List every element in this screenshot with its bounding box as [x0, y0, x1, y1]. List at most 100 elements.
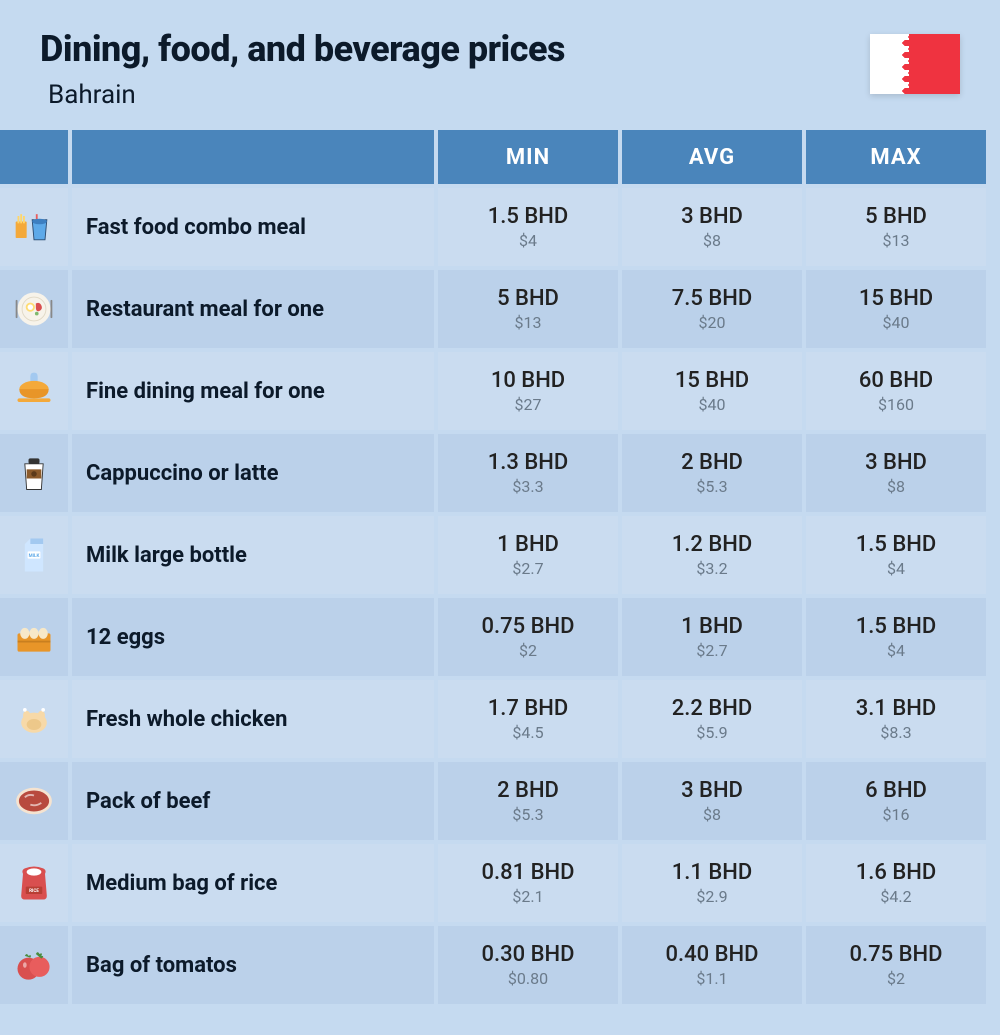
- avg-cell: 15 BHD $40: [622, 352, 802, 430]
- avg-bhd: 7.5 BHD: [672, 286, 752, 311]
- min-bhd: 0.81 BHD: [482, 860, 575, 885]
- avg-cell: 0.40 BHD $1.1: [622, 926, 802, 1004]
- item-name: Fine dining meal for one: [86, 379, 325, 404]
- min-bhd: 2 BHD: [497, 778, 559, 803]
- max-cell: 60 BHD $160: [806, 352, 986, 430]
- max-cell: 0.75 BHD $2: [806, 926, 986, 1004]
- min-cell: 0.30 BHD $0.80: [438, 926, 618, 1004]
- avg-usd: $8: [703, 805, 721, 824]
- min-bhd: 0.30 BHD: [482, 942, 575, 967]
- avg-usd: $5.3: [696, 477, 727, 496]
- avg-usd: $5.9: [696, 723, 727, 742]
- min-bhd: 5 BHD: [497, 286, 559, 311]
- max-usd: $160: [878, 395, 914, 414]
- min-usd: $4: [519, 231, 537, 250]
- max-bhd: 15 BHD: [859, 286, 933, 311]
- min-bhd: 1.5 BHD: [488, 204, 568, 229]
- avg-bhd: 1 BHD: [681, 614, 743, 639]
- min-usd: $4.5: [512, 723, 543, 742]
- avg-usd: $40: [699, 395, 726, 414]
- max-bhd: 1.6 BHD: [856, 860, 936, 885]
- svg-text:MILK: MILK: [29, 553, 40, 559]
- item-name-cell: 12 eggs: [72, 598, 434, 676]
- beef-icon: [0, 762, 68, 840]
- header: Dining, food, and beverage prices Bahrai…: [0, 0, 1000, 130]
- eggs-icon: [0, 598, 68, 676]
- max-bhd: 6 BHD: [865, 778, 927, 803]
- item-name: Medium bag of rice: [86, 871, 277, 896]
- fast-food-icon: [0, 188, 68, 266]
- min-cell: 0.81 BHD$2.1: [438, 844, 618, 922]
- table-row: Fine dining meal for one 10 BHD$27 15 BHD $…: [0, 348, 1000, 430]
- max-cell: 3 BHD $8: [806, 434, 986, 512]
- price-table: MIN AVG MAX Fast food combo meal1.5 BHD$…: [0, 130, 1000, 1004]
- avg-cell: 2.2 BHD $5.9: [622, 680, 802, 758]
- max-usd: $2: [887, 969, 905, 988]
- min-bhd: 0.75 BHD: [482, 614, 575, 639]
- table-row: Pack of beef2 BHD$5.33 BHD$86 BHD$16: [0, 758, 1000, 840]
- avg-bhd: 15 BHD: [675, 368, 749, 393]
- max-usd: $8: [887, 477, 905, 496]
- min-cell: 5 BHD $13: [438, 270, 618, 348]
- min-cell: 10 BHD$27: [438, 352, 618, 430]
- max-cell: 1.5 BHD $4: [806, 516, 986, 594]
- avg-usd: $20: [699, 313, 726, 332]
- max-bhd: 3 BHD: [865, 450, 927, 475]
- avg-bhd: 1.2 BHD: [672, 532, 752, 557]
- max-bhd: 0.75 BHD: [850, 942, 943, 967]
- avg-cell: 3 BHD$8: [622, 762, 802, 840]
- max-usd: $4: [887, 559, 905, 578]
- min-usd: $13: [515, 313, 542, 332]
- header-text: Dining, food, and beverage prices Bahrai…: [40, 28, 870, 110]
- milk-icon: MILK: [0, 516, 68, 594]
- max-bhd: 60 BHD: [859, 368, 933, 393]
- max-cell: 3.1 BHD$8.3: [806, 680, 986, 758]
- min-usd: $0.80: [508, 969, 548, 988]
- avg-usd: $2.7: [696, 641, 727, 660]
- min-bhd: 10 BHD: [491, 368, 565, 393]
- max-usd: $4: [887, 641, 905, 660]
- item-name: 12 eggs: [86, 625, 165, 650]
- min-usd: $3.3: [512, 477, 543, 496]
- max-bhd: 3.1 BHD: [856, 696, 936, 721]
- avg-usd: $2.9: [696, 887, 727, 906]
- item-name: Restaurant meal for one: [86, 297, 324, 322]
- min-cell: 1.3 BHD$3.3: [438, 434, 618, 512]
- item-name-cell: Fast food combo meal: [72, 188, 434, 266]
- avg-usd: $1.1: [696, 969, 727, 988]
- col-name: [72, 130, 434, 184]
- fine-dining-icon: [0, 352, 68, 430]
- item-name: Fresh whole chicken: [86, 707, 288, 732]
- min-usd: $2: [519, 641, 537, 660]
- max-bhd: 1.5 BHD: [856, 532, 936, 557]
- max-usd: $40: [883, 313, 910, 332]
- avg-bhd: 2.2 BHD: [672, 696, 752, 721]
- item-name-cell: Fresh whole chicken: [72, 680, 434, 758]
- avg-bhd: 0.40 BHD: [666, 942, 759, 967]
- col-avg: AVG: [622, 130, 802, 184]
- page-title: Dining, food, and beverage prices: [40, 28, 870, 70]
- tomato-icon: [0, 926, 68, 1004]
- max-cell: 15 BHD $40: [806, 270, 986, 348]
- item-name: Pack of beef: [86, 789, 210, 814]
- min-bhd: 1 BHD: [497, 532, 559, 557]
- avg-bhd: 2 BHD: [681, 450, 743, 475]
- item-name: Fast food combo meal: [86, 215, 306, 240]
- min-cell: 1.7 BHD $4.5: [438, 680, 618, 758]
- max-bhd: 1.5 BHD: [856, 614, 936, 639]
- min-bhd: 1.7 BHD: [488, 696, 568, 721]
- item-name-cell: Bag of tomatos: [72, 926, 434, 1004]
- table-row: Cappuccino or latte1.3 BHD$3.32 BHD$5.33…: [0, 430, 1000, 512]
- max-cell: 1.5 BHD $4: [806, 598, 986, 676]
- min-cell: 1 BHD$2.7: [438, 516, 618, 594]
- max-cell: 1.6 BHD$4.2: [806, 844, 986, 922]
- svg-text:RICE: RICE: [29, 888, 39, 894]
- max-usd: $16: [883, 805, 910, 824]
- avg-bhd: 3 BHD: [681, 204, 743, 229]
- item-name-cell: Medium bag of rice: [72, 844, 434, 922]
- table-row: MILKMilk large bottle1 BHD$2.71.2 BHD$3.…: [0, 512, 1000, 594]
- chicken-icon: [0, 680, 68, 758]
- table-row: 12 eggs 0.75 BHD $2 1 BHD $2.7 1.5 BHD $4: [0, 594, 1000, 676]
- min-cell: 0.75 BHD $2: [438, 598, 618, 676]
- item-name-cell: Milk large bottle: [72, 516, 434, 594]
